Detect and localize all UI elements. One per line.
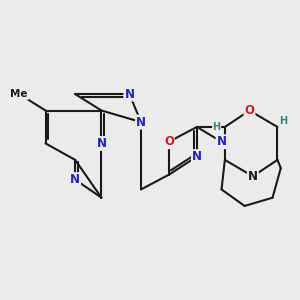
Text: N: N [70, 173, 80, 186]
Text: H: H [279, 116, 287, 126]
Text: O: O [164, 135, 174, 148]
Text: N: N [136, 116, 146, 128]
Text: N: N [248, 170, 258, 183]
Text: N: N [217, 135, 226, 148]
Text: N: N [192, 150, 202, 163]
Text: O: O [244, 104, 254, 117]
Text: Me: Me [11, 89, 28, 99]
Text: N: N [97, 137, 106, 150]
Text: N: N [124, 88, 134, 100]
Text: H: H [213, 122, 221, 132]
